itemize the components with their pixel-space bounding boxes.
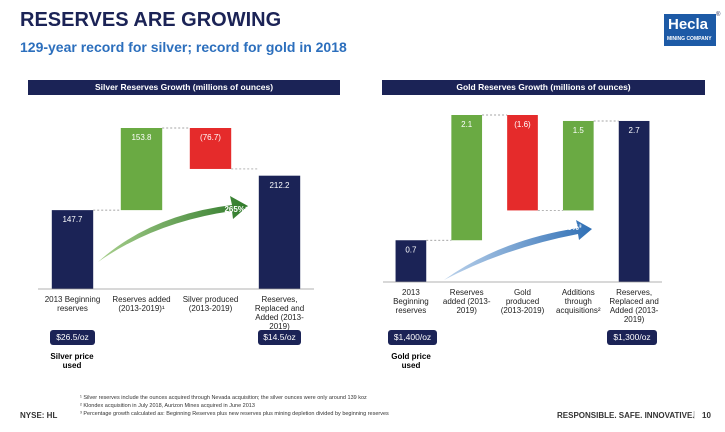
logo-sub: MINING COMPANY bbox=[667, 36, 712, 42]
bar bbox=[618, 120, 650, 282]
value-label: 153.8 bbox=[131, 133, 152, 142]
price-badge: $26.5/oz bbox=[50, 330, 95, 345]
category-label: Reserves added (2013-2019) bbox=[442, 288, 491, 315]
bar bbox=[51, 210, 94, 289]
subtitle: 129-year record for silver; record for g… bbox=[20, 39, 347, 55]
motto: RESPONSIBLE. SAFE. INNOVATIVE. bbox=[557, 411, 695, 420]
title: RESERVES ARE GROWING bbox=[20, 9, 282, 31]
category-label: Reserves added (2013-2019)¹ bbox=[112, 295, 171, 313]
annotation: 629%³ bbox=[558, 223, 581, 232]
page-number: 10 bbox=[702, 411, 711, 420]
price-badge: $1,400/oz bbox=[388, 330, 437, 345]
category-label: Additions through acquisitions² bbox=[556, 288, 601, 315]
growth-arrow bbox=[444, 220, 592, 280]
chart-title: Gold Reserves Growth (millions of ounces… bbox=[382, 80, 705, 95]
value-label: 212.2 bbox=[269, 181, 290, 190]
category-label: Reserves, Replaced and Added (2013-2019) bbox=[254, 295, 305, 331]
value-label: 2.7 bbox=[629, 126, 641, 135]
price-badge: $1,300/oz bbox=[607, 330, 657, 345]
category-label: Silver produced (2013-2019) bbox=[182, 295, 239, 313]
logo: Hecla MINING COMPANY bbox=[664, 14, 716, 46]
logo-mark: ® bbox=[716, 12, 721, 18]
chart-title: Silver Reserves Growth (millions of ounc… bbox=[28, 80, 340, 95]
bar bbox=[451, 115, 483, 241]
growth-arrow bbox=[98, 196, 248, 262]
value-label: 147.7 bbox=[62, 215, 83, 224]
price-badge: $14.5/oz bbox=[258, 330, 301, 345]
value-label: 2.1 bbox=[461, 120, 473, 129]
value-label: (76.7) bbox=[200, 133, 221, 142]
value-label: 1.5 bbox=[573, 126, 585, 135]
bar bbox=[507, 115, 538, 211]
category-label: 2013 Beginning reserves bbox=[393, 288, 429, 315]
bar bbox=[395, 240, 427, 282]
price-caption: Gold price used bbox=[391, 352, 431, 370]
category-label: 2013 Beginning reserves bbox=[44, 295, 101, 313]
value-label: (1.6) bbox=[514, 120, 531, 129]
annotation: 265%¹ bbox=[224, 205, 247, 214]
bar bbox=[120, 128, 163, 211]
separator: | bbox=[693, 410, 696, 419]
bar bbox=[258, 175, 301, 289]
price-caption: Silver price used bbox=[50, 352, 94, 370]
logo-text: Hecla bbox=[668, 16, 709, 33]
category-label: Reserves, Replaced and Added (2013-2019) bbox=[609, 288, 659, 324]
bar bbox=[189, 128, 232, 169]
ticker: NYSE: HL bbox=[20, 411, 58, 420]
value-label: 0.7 bbox=[405, 245, 417, 254]
footnote: ¹ Silver reserves include the ounces acq… bbox=[80, 395, 367, 401]
footnote: ² Klondex acquisition in July 2018, Auri… bbox=[80, 403, 255, 409]
bar bbox=[562, 120, 594, 211]
category-label: Gold produced (2013-2019) bbox=[500, 288, 545, 315]
footnote: ³ Percentage growth calculated as: Begin… bbox=[80, 411, 389, 417]
